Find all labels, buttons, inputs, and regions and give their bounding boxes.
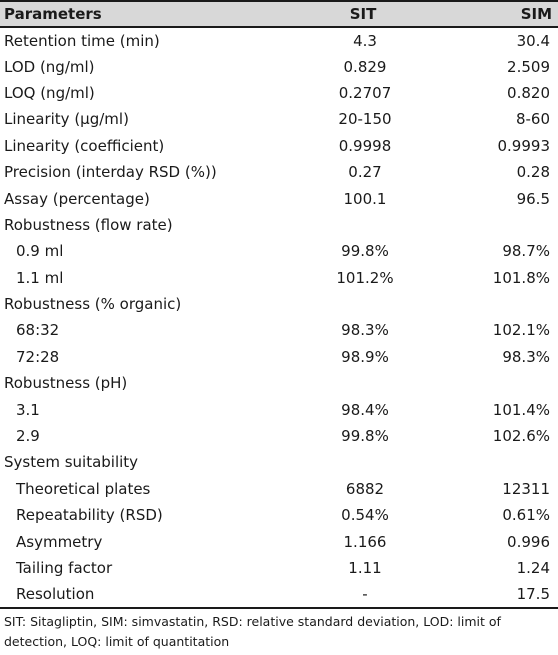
row-label: LOD (ng/ml) — [4, 57, 95, 76]
row-label: LOQ (ng/ml) — [4, 83, 95, 102]
table-row: 72:28 98.9% 98.3% — [0, 344, 558, 370]
row-sit-value: 0.9998 — [338, 136, 392, 155]
table-row: Linearity (µg/ml) 20-150 8-60 — [0, 106, 558, 132]
row-sim-value: 2.509 — [507, 57, 550, 76]
table-header-row: Parameters SIT SIM — [0, 0, 558, 28]
row-label: Robustness (% organic) — [4, 295, 182, 314]
row-sit-value: 0.2707 — [338, 83, 392, 102]
row-sit-value: 98.4% — [341, 400, 389, 419]
row-sim-value: 102.6% — [492, 427, 550, 446]
row-sit-value: 20-150 — [338, 110, 392, 129]
row-sit-value — [300, 370, 430, 396]
row-label: Theoretical plates — [16, 479, 151, 498]
row-sim-value — [430, 212, 558, 238]
table-body: Retention time (min) 4.3 30.4 LOD (ng/ml) 0.… — [0, 27, 558, 609]
row-sit-value — [300, 212, 430, 238]
row-sim-value: 30.4 — [516, 31, 550, 50]
row-sim-value — [430, 449, 558, 475]
row-sit-value: 100.1 — [343, 189, 387, 208]
row-sit-value: 101.2% — [336, 268, 394, 287]
table-row: Asymmetry 1.166 0.996 — [0, 528, 558, 554]
row-sim-value: 101.8% — [492, 268, 550, 287]
row-sit-value — [300, 449, 430, 475]
table-row: Theoretical plates 6882 12311 — [0, 476, 558, 502]
row-sit-value: 99.8% — [341, 427, 389, 446]
table-row: Robustness (pH) — [0, 370, 558, 396]
row-sim-value: 0.28 — [516, 163, 550, 182]
row-sim-value: 98.7% — [502, 242, 550, 261]
row-sim-value: 0.820 — [507, 83, 550, 102]
row-sim-value: 0.996 — [507, 532, 550, 551]
row-sit-value: 98.3% — [341, 321, 389, 340]
table-row: 68:32 98.3% 102.1% — [0, 317, 558, 343]
row-sim-value: 0.9993 — [497, 136, 551, 155]
table-row: Tailing factor 1.11 1.24 — [0, 555, 558, 581]
row-label: Robustness (flow rate) — [4, 215, 173, 234]
row-label: Linearity (µg/ml) — [4, 110, 129, 129]
table-row: Precision (interday RSD (%)) 0.27 0.28 — [0, 159, 558, 185]
row-label: 0.9 ml — [16, 242, 64, 261]
row-label: System suitability — [4, 453, 139, 472]
row-sit-value: 6882 — [345, 479, 385, 498]
row-sit-value: 99.8% — [341, 242, 389, 261]
row-label: 2.9 — [16, 427, 40, 446]
row-label: 72:28 — [16, 347, 60, 366]
row-sim-value: 102.1% — [492, 321, 550, 340]
table-row: LOD (ng/ml) 0.829 2.509 — [0, 53, 558, 79]
row-sim-value: 96.5 — [516, 189, 550, 208]
row-label: Linearity (coefficient) — [4, 136, 165, 155]
row-label: 1.1 ml — [16, 268, 64, 287]
table-row: Assay (percentage) 100.1 96.5 — [0, 185, 558, 211]
row-label: Assay (percentage) — [4, 189, 150, 208]
row-sit-value: 98.9% — [341, 347, 389, 366]
row-sit-value: 1.11 — [348, 559, 382, 577]
row-sim-value: 12311 — [502, 479, 550, 498]
table-row: Linearity (coefficient) 0.9998 0.9993 — [0, 133, 558, 159]
row-sim-value: 98.3% — [502, 347, 550, 366]
table-row: LOQ (ng/ml) 0.2707 0.820 — [0, 80, 558, 106]
table-row: 3.1 98.4% 101.4% — [0, 396, 558, 422]
row-sim-value: 101.4% — [492, 400, 550, 419]
header-sit: SIT — [300, 0, 430, 28]
table-row: 0.9 ml 99.8% 98.7% — [0, 238, 558, 264]
row-sit-value — [300, 291, 430, 317]
row-sit-value: 0.27 — [348, 163, 382, 182]
row-label: Precision (interday RSD (%)) — [4, 163, 217, 182]
row-label: Asymmetry — [16, 532, 103, 551]
row-sim-value: 8-60 — [515, 110, 550, 129]
parameters-table: Parameters SIT SIM Retention time (min) 4… — [0, 0, 558, 609]
row-label: Robustness (pH) — [4, 374, 128, 393]
table-row: 2.9 99.8% 102.6% — [0, 423, 558, 449]
row-sim-value — [430, 370, 558, 396]
row-label: 68:32 — [16, 321, 60, 340]
table-row: System suitability — [0, 449, 558, 475]
row-sim-value — [430, 291, 558, 317]
table-row: Robustness (flow rate) — [0, 212, 558, 238]
table-row: Repeatability (RSD) 0.54% 0.61% — [0, 502, 558, 528]
row-sit-value: 0.54% — [341, 506, 389, 525]
row-sim-value: 1.24 — [516, 559, 550, 577]
table-row: Resolution -17.5 — [0, 581, 558, 609]
row-sit-value: - — [300, 581, 430, 609]
row-sit-value: 4.3 — [353, 31, 377, 50]
table-row: Retention time (min) 4.3 30.4 — [0, 27, 558, 53]
table-row: Robustness (% organic) — [0, 291, 558, 317]
row-sim-value: 0.61% — [502, 506, 550, 525]
header-sim: SIM — [430, 0, 558, 28]
row-sim-value: 17.5 — [430, 581, 558, 609]
row-label: Tailing factor — [16, 559, 113, 577]
header-parameters: Parameters — [0, 0, 300, 28]
row-label: Retention time (min) — [4, 31, 160, 50]
table-row: 1.1 ml 101.2% 101.8% — [0, 265, 558, 291]
row-label: Resolution — [0, 581, 300, 609]
row-sit-value: 0.829 — [343, 57, 387, 76]
row-label: 3.1 — [16, 400, 40, 419]
row-label: Repeatability (RSD) — [16, 506, 163, 525]
row-sit-value: 1.166 — [343, 532, 387, 551]
table-footnote: SIT: Sitagliptin, SIM: simvastatin, RSD:… — [4, 613, 501, 649]
